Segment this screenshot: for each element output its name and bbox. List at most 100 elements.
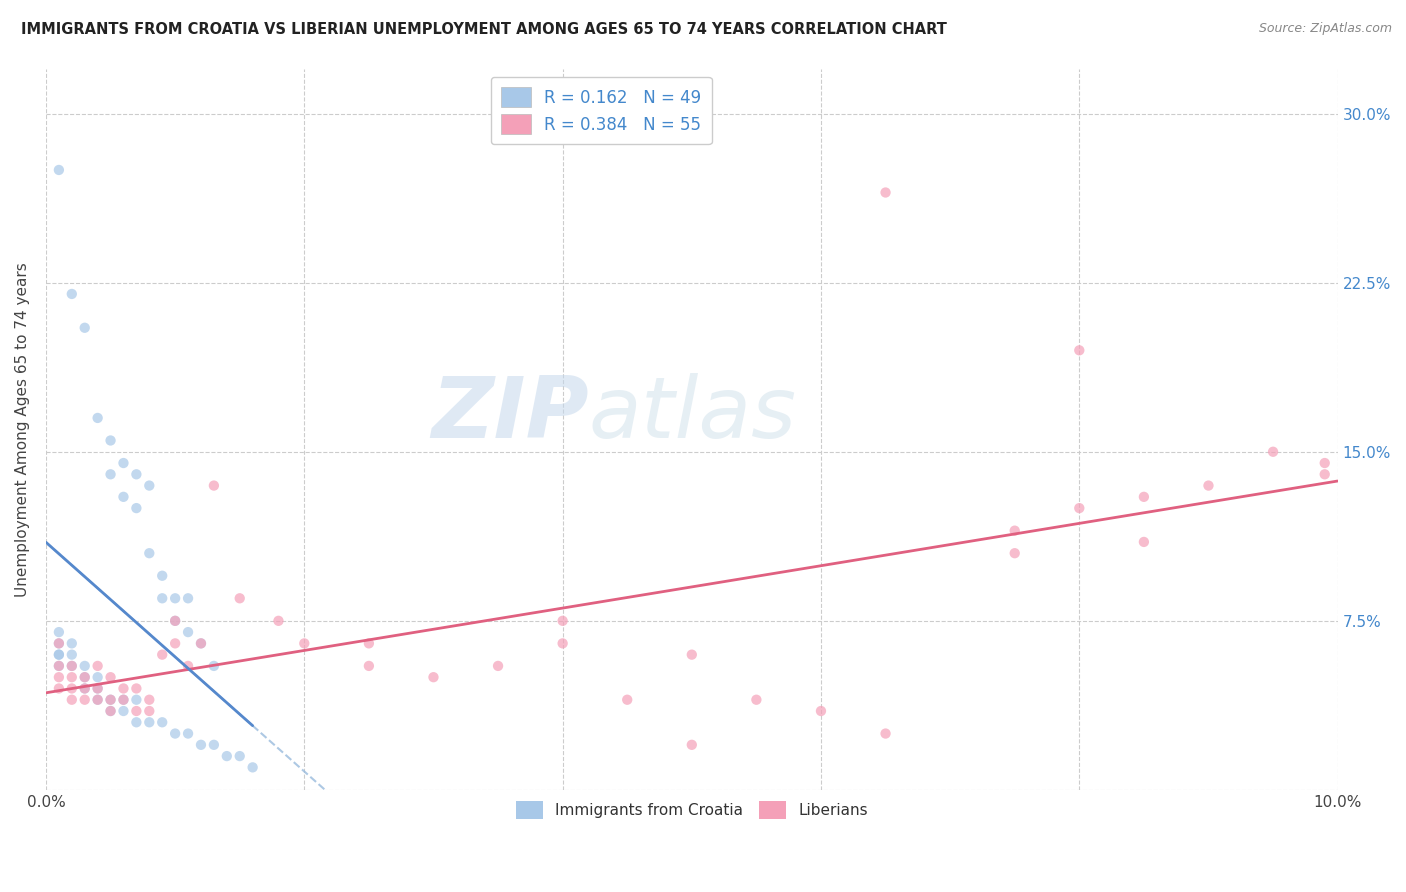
Point [165,726,187,740]
Point [1313,456,1336,470]
Point [73,659,96,673]
Point [150,568,173,582]
Point [125,704,148,718]
Point [190,738,212,752]
Point [60,648,83,662]
Point [73,692,96,706]
Point [73,320,96,334]
Point [86,692,108,706]
Point [48,625,70,640]
Point [202,659,225,673]
Point [73,670,96,684]
Point [48,681,70,696]
Point [112,490,135,504]
Point [165,614,187,628]
Text: Source: ZipAtlas.com: Source: ZipAtlas.com [1258,22,1392,36]
Point [100,704,122,718]
Point [48,648,70,662]
Point [551,636,574,650]
Point [86,681,108,696]
Point [1133,490,1156,504]
Point [150,648,173,662]
Point [177,659,200,673]
Point [112,681,135,696]
Point [125,715,148,730]
Point [165,614,187,628]
Point [48,659,70,673]
Point [60,636,83,650]
Point [681,738,703,752]
Text: atlas: atlas [589,373,796,457]
Point [242,760,264,774]
Point [810,704,832,718]
Point [1313,467,1336,482]
Point [190,636,212,650]
Point [60,681,83,696]
Point [100,692,122,706]
Point [202,738,225,752]
Point [486,659,509,673]
Point [875,186,897,200]
Point [60,659,83,673]
Point [357,659,380,673]
Point [48,648,70,662]
Point [48,163,70,178]
Point [86,659,108,673]
Point [177,726,200,740]
Y-axis label: Unemployment Among Ages 65 to 74 years: Unemployment Among Ages 65 to 74 years [15,262,30,597]
Point [165,636,187,650]
Point [551,614,574,628]
Point [215,749,238,764]
Point [112,692,135,706]
Point [1004,546,1026,560]
Point [875,726,897,740]
Point [60,659,83,673]
Point [228,591,250,606]
Point [190,636,212,650]
Point [138,692,160,706]
Point [357,636,380,650]
Point [125,501,148,516]
Point [125,681,148,696]
Point [48,670,70,684]
Point [100,434,122,448]
Text: ZIP: ZIP [430,373,589,457]
Point [1133,535,1156,549]
Point [138,715,160,730]
Point [60,287,83,301]
Point [681,648,703,662]
Point [125,467,148,482]
Point [138,546,160,560]
Point [177,625,200,640]
Point [112,456,135,470]
Point [60,670,83,684]
Point [48,659,70,673]
Point [86,411,108,425]
Point [112,704,135,718]
Point [267,614,290,628]
Point [86,670,108,684]
Point [228,749,250,764]
Point [165,591,187,606]
Point [150,715,173,730]
Point [125,692,148,706]
Point [422,670,444,684]
Point [73,670,96,684]
Point [138,478,160,492]
Point [48,636,70,650]
Point [616,692,638,706]
Point [1004,524,1026,538]
Point [86,681,108,696]
Point [48,636,70,650]
Point [1198,478,1220,492]
Point [112,692,135,706]
Point [292,636,315,650]
Point [100,692,122,706]
Point [86,692,108,706]
Legend: Immigrants from Croatia, Liberians: Immigrants from Croatia, Liberians [509,795,875,826]
Point [150,591,173,606]
Point [138,704,160,718]
Point [202,478,225,492]
Point [73,681,96,696]
Point [745,692,768,706]
